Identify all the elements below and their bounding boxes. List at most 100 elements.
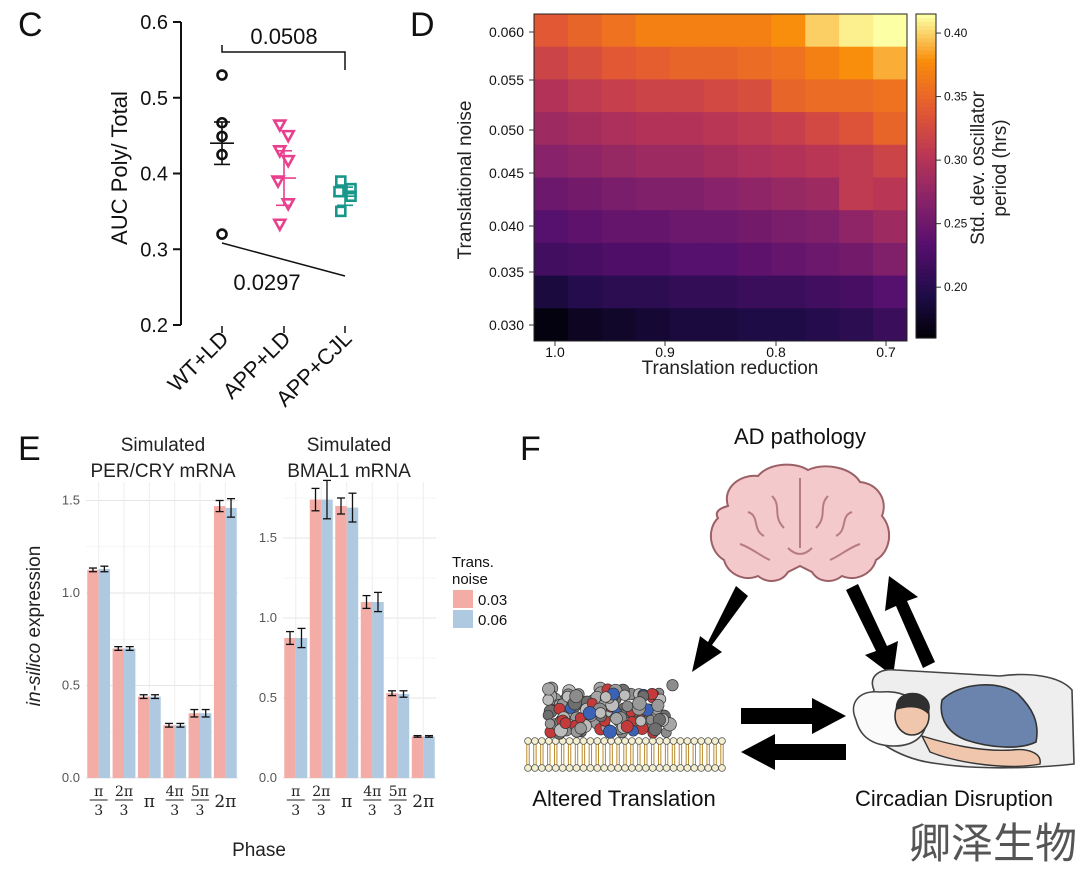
d-heatmap-cell <box>635 112 671 146</box>
d-heatmap-cell <box>635 14 671 48</box>
d-heatmap-cell <box>669 275 705 309</box>
d-colorbar-band <box>916 18 936 23</box>
arrow-circadian-to-brain <box>885 576 935 668</box>
d-heatmap-cell <box>669 210 705 244</box>
lipid-head <box>648 737 657 745</box>
lipid-head <box>718 737 726 745</box>
d-colorbar-band <box>916 220 936 226</box>
d-heatmap-cell <box>534 144 569 178</box>
lipid-head <box>669 764 678 772</box>
c-y-tick-label: 0.2 <box>140 315 168 337</box>
d-colorbar-band <box>916 115 936 120</box>
d-colorbar-band <box>916 74 936 80</box>
d-colorbar-band <box>916 192 936 197</box>
d-heatmap-cell <box>873 308 908 342</box>
e-x-tick-denominator: 3 <box>393 803 402 819</box>
e-bar <box>149 696 161 778</box>
d-heatmap-cell <box>635 177 671 211</box>
d-heatmap-cell <box>669 242 705 277</box>
lipid-head <box>641 764 650 772</box>
d-colorbar-band <box>916 240 936 246</box>
d-colorbar-band <box>916 333 936 339</box>
d-heatmap-cell <box>873 112 908 146</box>
e-x-tick-numerator: 5π <box>389 784 407 800</box>
f-label-ad-pathology: AD pathology <box>734 424 866 449</box>
d-heatmap-cell <box>601 242 637 277</box>
panel-f: F AD pathology Altered Translation Circa… <box>520 424 1075 811</box>
e-y-tick-label: 0.0 <box>62 770 80 785</box>
e-x-tick-label: π3 <box>89 784 108 819</box>
d-heatmap-cell <box>669 14 705 48</box>
protein-atom <box>620 720 634 733</box>
d-colorbar-band <box>916 90 936 96</box>
d-heatmap-cell <box>567 112 603 146</box>
lipid-head <box>683 737 692 745</box>
d-heatmap-cell <box>873 14 908 48</box>
lipid-head <box>579 764 588 772</box>
d-heatmap-cell <box>873 46 908 80</box>
e-x-tick-numerator: 5π <box>191 784 209 800</box>
panel-d: D 0.030 0.035 0.040 0.045 0.050 0.055 0.060 1.… <box>410 6 1011 379</box>
protein-atom <box>542 694 554 706</box>
e-x-tick-label: 2π3 <box>312 784 330 819</box>
protein-atom <box>621 700 634 712</box>
protein-atom <box>603 724 617 739</box>
d-x-tick-label: 0.7 <box>876 344 896 360</box>
lipid-head <box>607 737 615 745</box>
arrow-circadian-to-translation <box>741 734 846 770</box>
d-colorbar-band <box>916 135 936 141</box>
e-bar <box>213 506 226 778</box>
panel-letter-d: D <box>410 6 435 44</box>
d-colorbar-band <box>916 82 936 88</box>
protein-atom <box>542 709 554 721</box>
e-x-tick-numerator: π <box>94 784 103 800</box>
arrow-translation-to-circadian <box>741 698 846 734</box>
d-colorbar-band <box>916 26 936 31</box>
e-x-tick-label: 2π3 <box>115 784 133 819</box>
e-panel-bg <box>86 482 238 778</box>
c-point <box>334 205 347 218</box>
lipid-head <box>607 764 615 772</box>
d-colorbar-label-line2: period (hrs) <box>990 119 1011 216</box>
lipid-head <box>586 764 595 772</box>
d-heatmap-cell <box>567 177 603 211</box>
d-heatmap-cell <box>567 210 603 244</box>
lipid-head <box>635 764 643 772</box>
c-pvalue-top: 0.0508 <box>250 24 317 49</box>
d-y-tick-label: 0.060 <box>489 24 524 40</box>
d-heatmap-cell <box>703 308 738 342</box>
d-colorbar-band <box>916 252 936 258</box>
lipid-head <box>697 764 706 772</box>
c-point <box>280 154 296 169</box>
d-colorbar-band <box>916 204 936 209</box>
d-colorbar-band <box>916 180 936 185</box>
d-heatmap-cell <box>703 14 738 48</box>
e-bar <box>112 648 124 778</box>
d-heatmap-cell <box>737 275 772 309</box>
ribosome-protein-cluster <box>542 679 679 740</box>
d-heatmap-cell <box>703 46 738 80</box>
d-heatmap-cell <box>534 14 569 48</box>
e-legend-title-line2: noise <box>452 571 488 588</box>
e-y-tick-label: 0.0 <box>259 770 277 785</box>
d-heatmap-cell <box>737 112 772 146</box>
e-bar <box>174 725 187 778</box>
panel-letter-e: E <box>18 430 41 468</box>
e-bar <box>225 507 237 778</box>
d-colorbar-band <box>916 305 936 311</box>
d-x-ticks: 1.0 0.9 0.8 0.7 <box>545 341 896 360</box>
d-heatmap-cell <box>737 210 772 244</box>
c-point <box>216 69 228 81</box>
d-y-tick-label: 0.055 <box>489 72 524 88</box>
d-colorbar-band <box>916 244 936 250</box>
lipid-head <box>614 764 622 772</box>
lipid-head <box>531 764 539 772</box>
e-y-tick-label: 1.5 <box>62 493 80 508</box>
e-right-title-line1: Simulated <box>307 435 392 456</box>
f-label-circadian-disruption: Circadian Disruption <box>855 786 1053 811</box>
d-colorbar-band <box>916 42 936 47</box>
arrow-brain-to-circadian <box>846 584 898 676</box>
d-heatmap-cell <box>737 79 772 113</box>
